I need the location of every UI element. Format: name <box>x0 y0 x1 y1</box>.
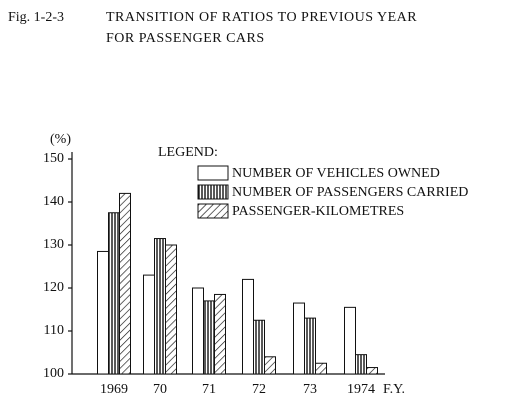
legend-label: NUMBER OF PASSENGERS CARRIED <box>232 185 468 200</box>
y-tick-label: 100 <box>43 366 64 381</box>
legend-title: LEGEND: <box>158 145 218 160</box>
x-tick-label: 71 <box>202 382 216 397</box>
bar <box>293 302 305 375</box>
bar <box>253 319 265 375</box>
legend-swatch <box>197 165 229 181</box>
x-tick-label: 1974 <box>347 382 375 397</box>
legend-label: NUMBER OF VEHICLES OWNED <box>232 166 440 181</box>
chart-title: FOR PASSENGER CARS <box>106 31 265 46</box>
x-tick-label: 70 <box>153 382 167 397</box>
y-tick-label: 140 <box>43 194 64 209</box>
y-tick-label: 110 <box>44 323 64 338</box>
bar <box>366 367 378 375</box>
bar <box>344 306 356 375</box>
bar <box>143 274 155 375</box>
bar <box>119 192 131 375</box>
x-tick-label: 72 <box>252 382 266 397</box>
y-unit: (%) <box>50 132 71 147</box>
bar <box>154 238 166 375</box>
y-tick-label: 150 <box>43 151 64 166</box>
bar <box>264 356 276 375</box>
x-tick-label: 73 <box>303 382 317 397</box>
y-tick-label: 120 <box>43 280 64 295</box>
bar <box>304 317 316 375</box>
chart-title: TRANSITION OF RATIOS TO PREVIOUS YEAR <box>106 10 417 25</box>
x-axis-label: F.Y. <box>383 382 405 397</box>
bar <box>355 354 367 375</box>
legend-swatch <box>197 184 229 200</box>
bar <box>203 300 215 375</box>
x-tick-label: 1969 <box>100 382 128 397</box>
y-tick-label: 130 <box>43 237 64 252</box>
bar <box>165 244 177 375</box>
legend-swatch <box>197 203 229 219</box>
legend-label: PASSENGER-KILOMETRES <box>232 204 404 219</box>
bar <box>242 278 254 375</box>
bar <box>108 212 120 375</box>
bar <box>97 250 109 375</box>
bar <box>315 362 327 375</box>
bar <box>214 293 226 375</box>
figure-label: Fig. 1-2-3 <box>8 10 64 25</box>
bar <box>192 287 204 375</box>
